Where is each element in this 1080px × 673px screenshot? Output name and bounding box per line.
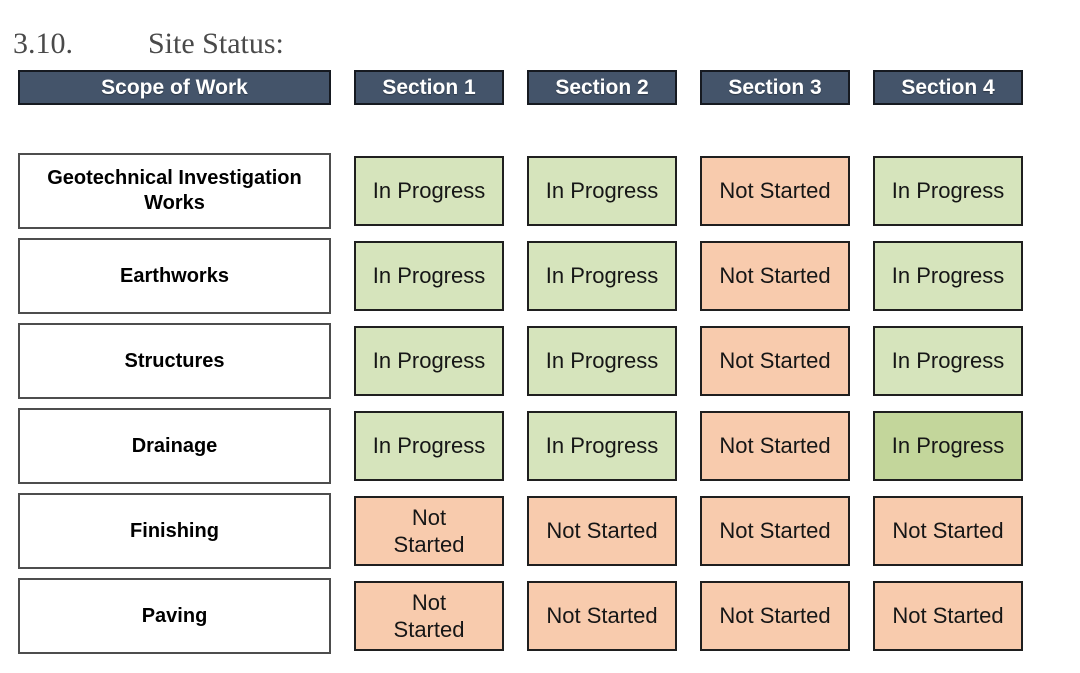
status-cell: Not Started (700, 411, 850, 481)
status-cell: In Progress (354, 326, 504, 396)
section-number: 3.10. (13, 27, 73, 60)
status-cell: Not Started (873, 581, 1023, 651)
status-cell: Not Started (700, 496, 850, 566)
status-cell: In Progress (873, 156, 1023, 226)
status-cell: In Progress (527, 326, 677, 396)
table-body: Geotechnical Investigation Works In Prog… (18, 153, 1080, 654)
status-cell: In Progress (354, 241, 504, 311)
scope-cell-earthworks: Earthworks (18, 238, 331, 314)
status-cell: In Progress (873, 241, 1023, 311)
scope-cell-drainage: Drainage (18, 408, 331, 484)
status-cell: Not Started (700, 156, 850, 226)
status-cell: Not Started (354, 581, 504, 651)
header-section-1: Section 1 (354, 70, 504, 105)
status-cell: In Progress (527, 241, 677, 311)
page-title: Site Status: (148, 27, 284, 60)
section-heading: 3.10. Site Status: (13, 26, 1080, 61)
scope-cell-paving: Paving (18, 578, 331, 654)
status-cell: In Progress (527, 411, 677, 481)
status-cell: In Progress (527, 156, 677, 226)
status-cell: Not Started (700, 241, 850, 311)
status-cell: In Progress (354, 156, 504, 226)
header-scope-of-work: Scope of Work (18, 70, 331, 105)
scope-cell-finishing: Finishing (18, 493, 331, 569)
status-cell: Not Started (700, 326, 850, 396)
status-cell: In Progress (873, 326, 1023, 396)
status-cell: In Progress (354, 411, 504, 481)
status-cell: Not Started (527, 581, 677, 651)
status-cell: Not Started (354, 496, 504, 566)
scope-cell-geotechnical: Geotechnical Investigation Works (18, 153, 331, 229)
scope-cell-structures: Structures (18, 323, 331, 399)
status-cell: Not Started (873, 496, 1023, 566)
status-cell: Not Started (527, 496, 677, 566)
header-section-4: Section 4 (873, 70, 1023, 105)
status-cell: Not Started (700, 581, 850, 651)
header-section-2: Section 2 (527, 70, 677, 105)
table-header-row: Scope of Work Section 1 Section 2 Sectio… (18, 70, 1080, 105)
status-cell: In Progress (873, 411, 1023, 481)
header-section-3: Section 3 (700, 70, 850, 105)
